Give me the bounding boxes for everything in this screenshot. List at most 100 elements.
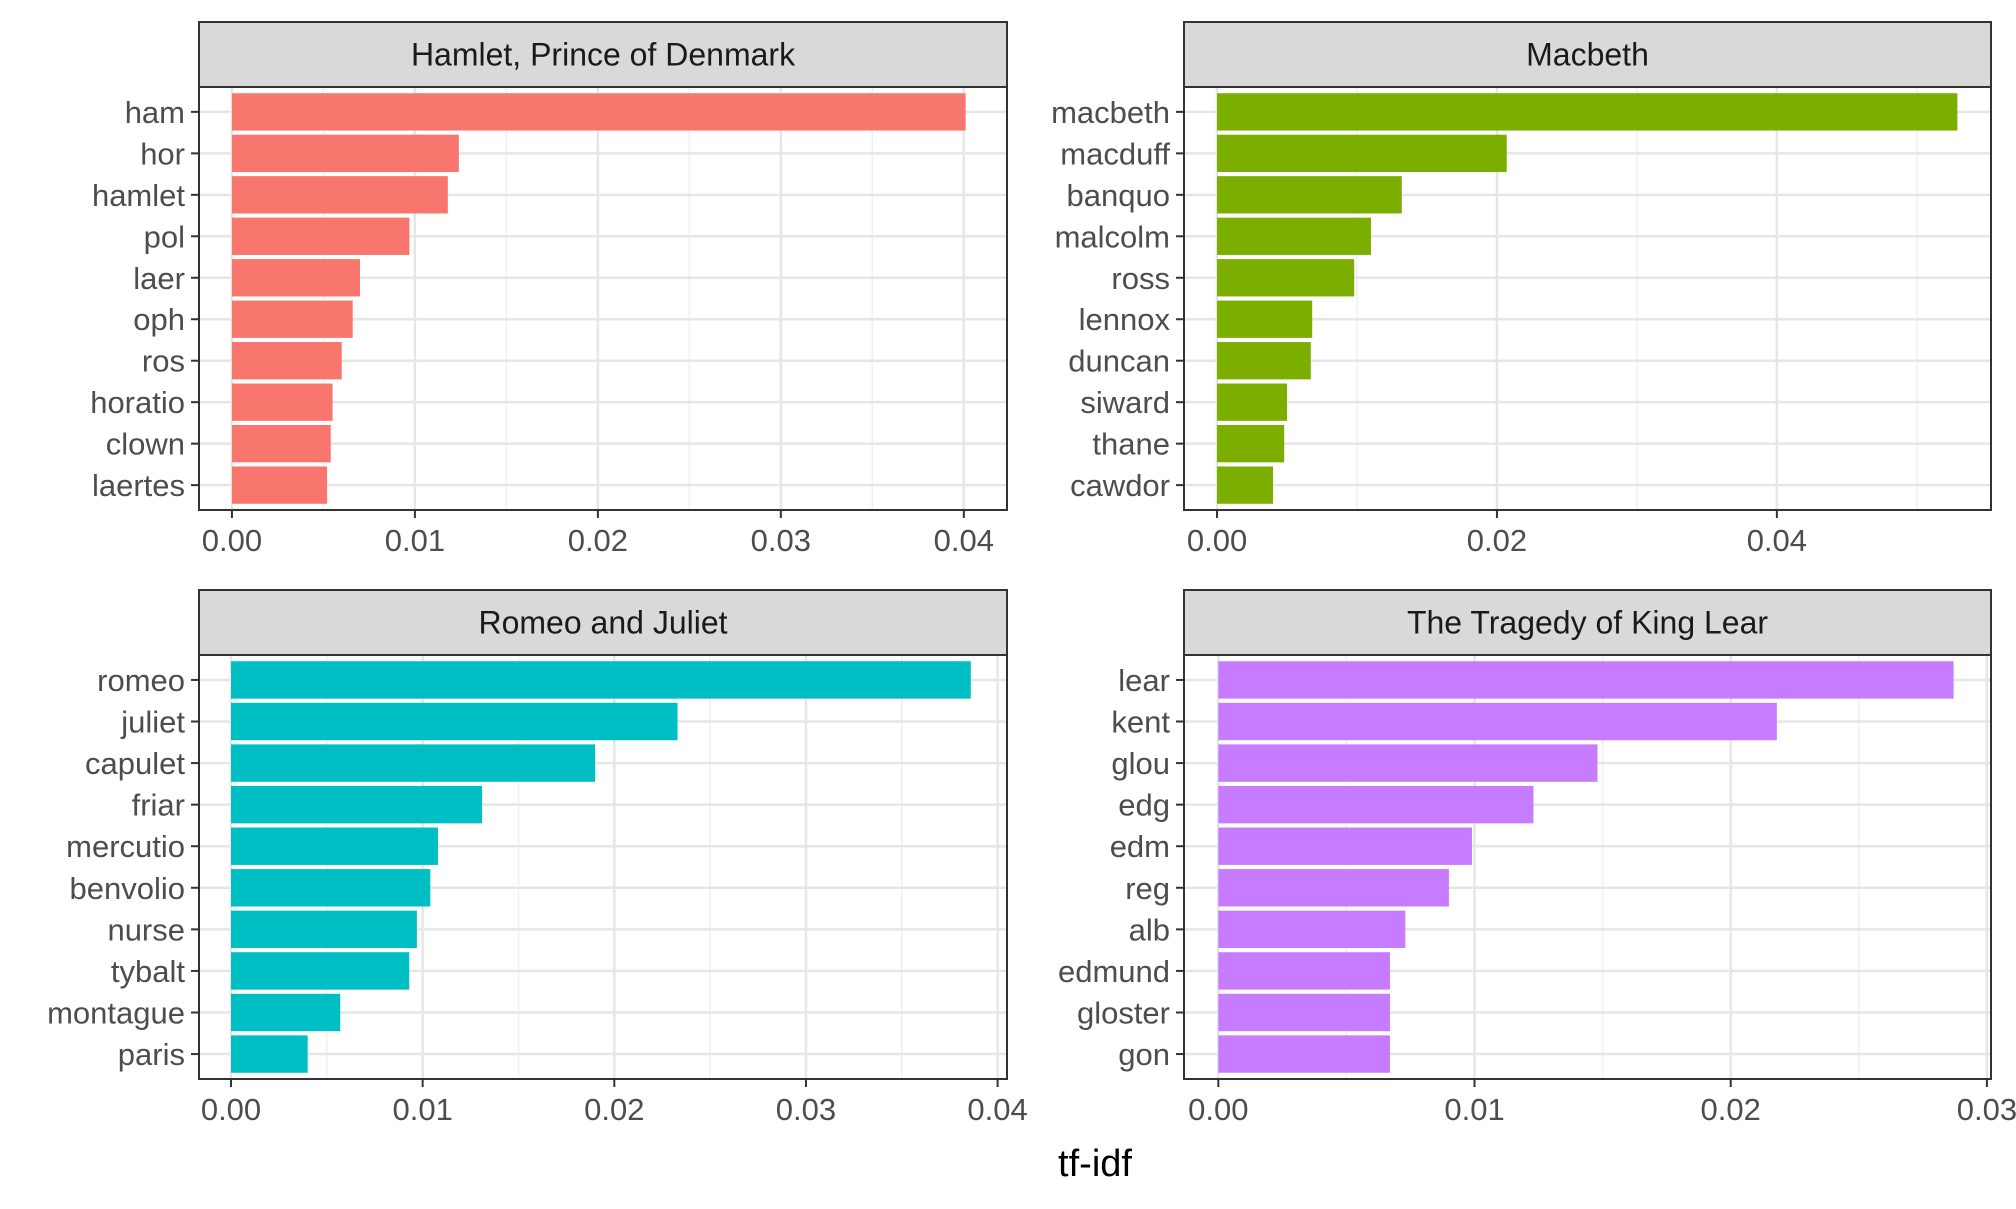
y-tick-label: benvolio [70, 871, 185, 906]
x-tick-label: 0.03 [1957, 1092, 2016, 1127]
bar-pol [231, 217, 410, 255]
bar-tybalt [231, 952, 410, 990]
y-tick-label: reg [1125, 871, 1170, 906]
y-tick-label: nurse [107, 912, 185, 947]
bar-capulet [231, 744, 596, 782]
y-tick-label: clown [106, 427, 185, 462]
y-tick-label: mercutio [66, 829, 185, 864]
y-tick-label: edm [1110, 829, 1170, 864]
bar-macduff [1217, 134, 1507, 173]
y-tick-label: montague [47, 995, 185, 1030]
bar-clown [231, 424, 331, 463]
bar-edm [1218, 827, 1472, 865]
y-tick-label: juliet [120, 705, 185, 740]
y-tick-label: cawdor [1070, 468, 1170, 503]
bar-reg [1218, 869, 1449, 907]
bar-hor [231, 134, 459, 173]
y-tick-label: gloster [1077, 995, 1170, 1030]
x-tick-label: 0.03 [776, 1092, 836, 1127]
facet-strip [1183, 21, 1992, 88]
bar-friar [231, 785, 483, 824]
bar-lear [1218, 661, 1954, 699]
y-tick-label: alb [1129, 912, 1170, 947]
x-tick-label: 0.02 [584, 1092, 644, 1127]
y-tick-label: ros [142, 344, 185, 379]
bar-oph [231, 300, 353, 338]
panel-1: Hamlet, Prince of Denmark ham hor hamlet pol… [90, 21, 1008, 558]
y-tick-label: ham [125, 95, 185, 130]
bar-edmund [1218, 952, 1390, 990]
y-tick-label: hor [140, 136, 185, 171]
bar-duncan [1217, 342, 1311, 380]
facet-title: Hamlet, Prince of Denmark [411, 37, 796, 73]
bar-montague [231, 993, 341, 1032]
y-tick-label: paris [118, 1037, 185, 1072]
x-tick-label: 0.04 [934, 523, 994, 558]
y-tick-label: glou [1111, 746, 1170, 781]
bar-mercutio [231, 827, 438, 865]
x-tick-label: 0.02 [1701, 1092, 1761, 1127]
y-tick-label: lennox [1079, 302, 1171, 337]
y-tick-label: macbeth [1051, 95, 1170, 130]
y-tick-label: macduff [1060, 136, 1170, 171]
y-tick-label: laer [133, 261, 185, 296]
bar-benvolio [231, 869, 431, 907]
x-tick-label: 0.01 [1444, 1092, 1504, 1127]
panel-4: The Tragedy of King Lear lear kent glou edg e… [1058, 589, 2016, 1127]
bar-horatio [231, 383, 333, 421]
bar-romeo [231, 661, 971, 699]
x-tick-label: 0.01 [392, 1092, 452, 1127]
y-tick-label: malcolm [1055, 219, 1170, 254]
bar-gloster [1218, 993, 1390, 1032]
y-tick-label: edg [1118, 788, 1170, 823]
y-tick-label: ross [1111, 261, 1170, 296]
bar-ham [231, 93, 966, 131]
bar-kent [1218, 702, 1777, 741]
facet-title: Macbeth [1526, 37, 1649, 73]
bar-juliet [231, 702, 678, 741]
y-tick-label: laertes [92, 468, 185, 503]
x-tick-label: 0.02 [1467, 523, 1527, 558]
y-tick-label: romeo [97, 663, 185, 698]
bar-siward [1217, 383, 1288, 421]
bar-macbeth [1217, 93, 1958, 131]
facet-strip [198, 589, 1008, 656]
facet-strip [198, 21, 1008, 88]
y-tick-label: thane [1092, 427, 1170, 462]
y-tick-label: pol [144, 219, 185, 254]
bar-paris [231, 1035, 308, 1073]
bar-laer [231, 259, 361, 297]
y-tick-label: banquo [1067, 178, 1170, 213]
panel-3: Romeo and Juliet romeo juliet capulet friar m… [47, 589, 1028, 1127]
bar-cawdor [1217, 466, 1274, 504]
bar-lennox [1217, 300, 1313, 338]
y-tick-label: kent [1111, 705, 1170, 740]
x-tick-label: 0.03 [751, 523, 811, 558]
bar-thane [1217, 424, 1285, 463]
x-tick-label: 0.04 [1747, 523, 1807, 558]
panel-2: Macbeth macbeth macduff banquo malcolm ross le… [1051, 21, 1992, 558]
x-tick-label: 0.00 [201, 1092, 261, 1127]
y-tick-label: edmund [1058, 954, 1170, 989]
x-tick-label: 0.04 [967, 1092, 1027, 1127]
x-tick-label: 0.02 [568, 523, 628, 558]
y-tick-label: capulet [85, 746, 185, 781]
x-axis-title: tf-idf [1058, 1143, 1132, 1185]
bar-gon [1218, 1035, 1390, 1073]
facet-title: The Tragedy of King Lear [1407, 605, 1768, 641]
y-tick-label: friar [132, 788, 185, 823]
bar-malcolm [1217, 217, 1371, 255]
bar-banquo [1217, 176, 1402, 214]
bar-ross [1217, 259, 1355, 297]
y-tick-label: lear [1118, 663, 1170, 698]
bar-glou [1218, 744, 1598, 782]
bar-alb [1218, 910, 1406, 949]
x-tick-label: 0.00 [1187, 523, 1247, 558]
y-tick-label: siward [1080, 385, 1170, 420]
y-tick-label: duncan [1068, 344, 1170, 379]
facet-title: Romeo and Juliet [478, 605, 727, 641]
bar-edg [1218, 785, 1534, 824]
bar-nurse [231, 910, 417, 949]
y-tick-label: horatio [90, 385, 185, 420]
